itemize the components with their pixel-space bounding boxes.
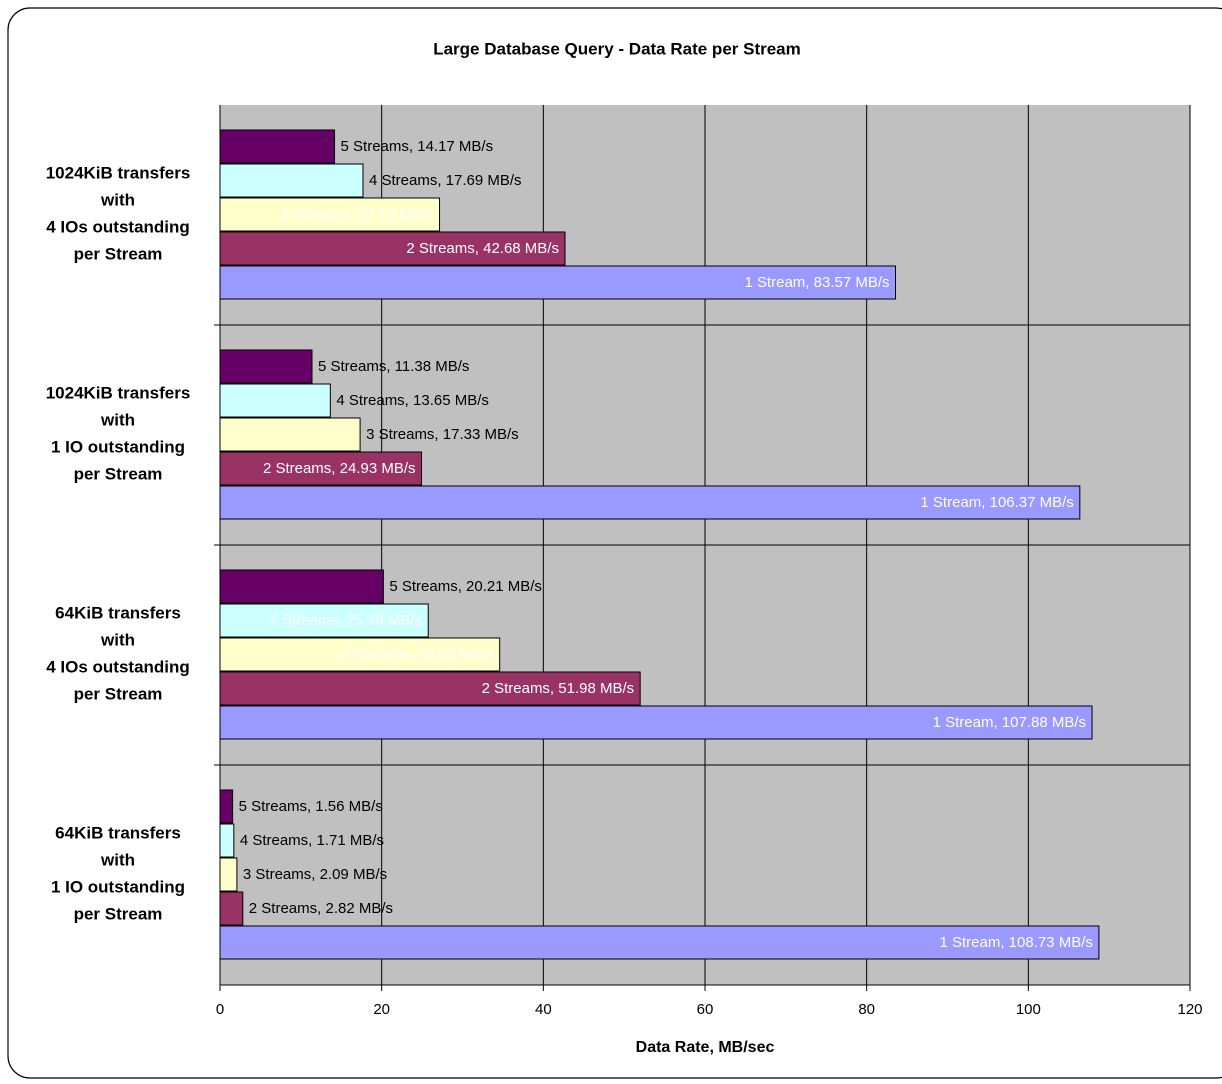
bar	[219, 857, 238, 892]
data-label: 5 Streams, 11.38 MB/s	[318, 358, 469, 375]
data-label: 1 Stream, 83.57 MB/s	[744, 274, 889, 291]
category-label: 1024KiB transfers with 1 IO outstanding per…	[46, 384, 191, 484]
bar	[219, 417, 361, 452]
data-label: 1 Stream, 106.37 MB/s	[920, 494, 1073, 511]
category-label: 64KiB transfers with 1 IO outstanding per S…	[51, 824, 185, 924]
chart-title: Large Database Query - Data Rate per Str…	[433, 39, 801, 58]
data-label: 3 Streams, 27.16 MB/s	[281, 206, 434, 223]
data-label: 4 Streams, 13.65 MB/s	[336, 392, 489, 409]
data-label: 2 Streams, 2.82 MB/s	[249, 900, 393, 917]
data-label: 2 Streams, 51.98 MB/s	[482, 680, 635, 697]
data-label: 4 Streams, 17.69 MB/s	[369, 172, 522, 189]
data-label: 4 Streams, 25.76 MB/s	[270, 612, 423, 629]
bar	[219, 349, 313, 384]
bar	[219, 705, 1093, 740]
bar	[219, 163, 364, 198]
x-tick-label: 80	[858, 1001, 875, 1018]
category-label: 64KiB transfers with 4 IOs outstanding per …	[46, 604, 190, 704]
data-label: 4 Streams, 1.71 MB/s	[240, 832, 384, 849]
bar	[219, 197, 441, 232]
x-tick-label: 20	[373, 1001, 390, 1018]
bar	[219, 789, 234, 824]
data-label: 2 Streams, 24.93 MB/s	[263, 460, 416, 477]
bar	[219, 891, 244, 926]
bar	[219, 569, 384, 604]
bar	[219, 485, 1081, 520]
bar	[219, 231, 566, 266]
data-label: 2 Streams, 42.68 MB/s	[406, 240, 559, 257]
data-label: 1 Stream, 107.88 MB/s	[933, 714, 1086, 731]
bar	[219, 603, 429, 638]
x-axis-title: Data Rate, MB/sec	[636, 1039, 775, 1056]
data-label: 5 Streams, 20.21 MB/s	[389, 578, 542, 595]
x-tick-label: 0	[216, 1001, 224, 1018]
x-tick-label: 40	[535, 1001, 552, 1018]
category-label: 1024KiB transfers with 4 IOs outstanding pe…	[46, 164, 191, 264]
x-tick-label: 120	[1177, 1001, 1202, 1018]
bar	[219, 451, 423, 486]
bar	[219, 671, 641, 706]
bar	[219, 265, 897, 300]
data-label: 5 Streams, 1.56 MB/s	[239, 798, 383, 815]
bar	[219, 925, 1100, 960]
bar	[219, 129, 336, 164]
data-label: 3 Streams, 34.60 MB/s	[341, 646, 494, 663]
x-tick-label: 100	[1016, 1001, 1041, 1018]
data-label: 3 Streams, 2.09 MB/s	[243, 866, 387, 883]
data-label: 5 Streams, 14.17 MB/s	[341, 138, 494, 155]
data-label: 3 Streams, 17.33 MB/s	[366, 426, 519, 443]
bar	[219, 637, 501, 672]
bar	[219, 823, 235, 858]
bar	[219, 383, 331, 418]
data-label: 1 Stream, 108.73 MB/s	[939, 934, 1092, 951]
x-tick-label: 60	[697, 1001, 714, 1018]
